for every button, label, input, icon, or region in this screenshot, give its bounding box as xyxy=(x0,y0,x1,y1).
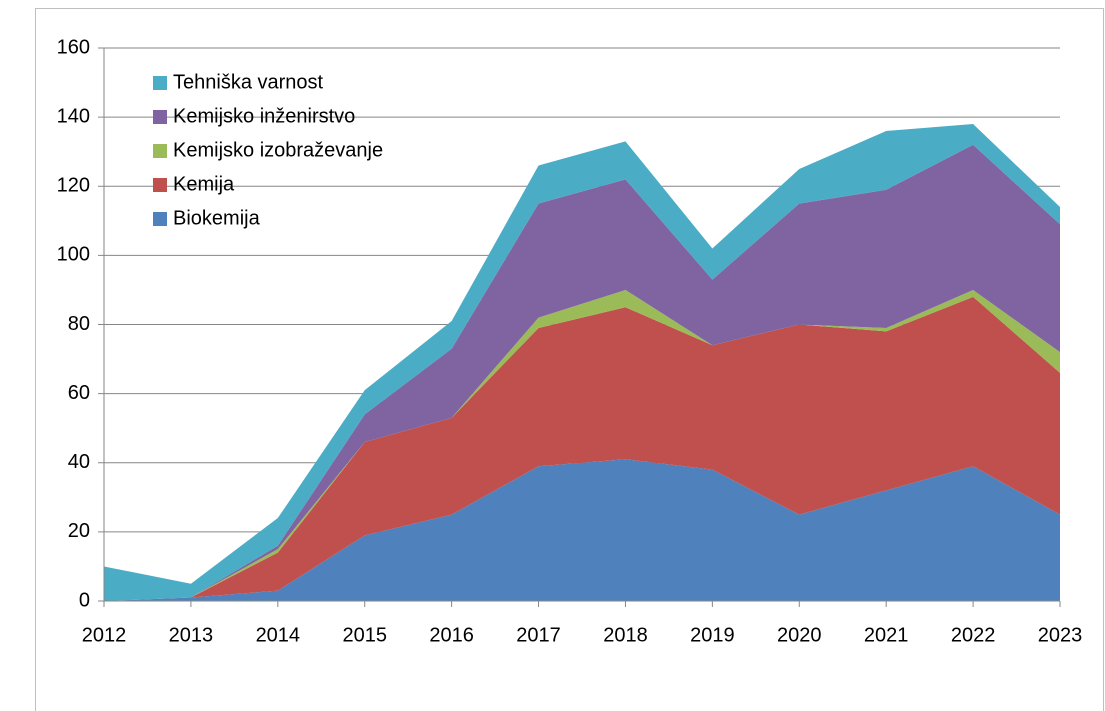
legend-swatch xyxy=(153,110,167,124)
x-tick-label: 2013 xyxy=(169,624,214,646)
chart-frame xyxy=(35,8,1104,711)
x-tick-label: 2023 xyxy=(1038,624,1083,646)
area xyxy=(104,144,1060,601)
x-tick-label: 2022 xyxy=(951,624,996,646)
legend-label: Kemija xyxy=(173,173,235,195)
y-tick-label: 0 xyxy=(79,589,90,611)
y-tick-label: 20 xyxy=(68,520,90,542)
x-tick-label: 2012 xyxy=(82,624,127,646)
area xyxy=(104,459,1060,601)
y-tick-label: 160 xyxy=(57,36,90,58)
legend-label: Kemijsko inženirstvo xyxy=(173,105,355,127)
x-tick-label: 2020 xyxy=(777,624,822,646)
legend-swatch xyxy=(153,178,167,192)
y-tick-label: 140 xyxy=(57,105,90,127)
legend-swatch xyxy=(153,212,167,226)
legend-swatch xyxy=(153,76,167,90)
x-tick-label: 2016 xyxy=(429,624,474,646)
x-tick-label: 2021 xyxy=(864,624,909,646)
y-tick-label: 100 xyxy=(57,244,90,266)
area xyxy=(104,296,1060,601)
legend-label: Kemijsko izobraževanje xyxy=(173,139,383,161)
x-tick-label: 2019 xyxy=(690,624,735,646)
legend-label: Tehniška varnost xyxy=(173,71,324,93)
x-tick-label: 2017 xyxy=(516,624,561,646)
x-tick-label: 2014 xyxy=(256,624,301,646)
x-tick-label: 2018 xyxy=(603,624,648,646)
y-tick-label: 60 xyxy=(68,382,90,404)
y-tick-label: 80 xyxy=(68,313,90,335)
y-tick-label: 40 xyxy=(68,451,90,473)
y-tick-label: 120 xyxy=(57,175,90,197)
x-tick-label: 2015 xyxy=(342,624,387,646)
legend-swatch xyxy=(153,144,167,158)
legend-label: Biokemija xyxy=(173,207,261,229)
